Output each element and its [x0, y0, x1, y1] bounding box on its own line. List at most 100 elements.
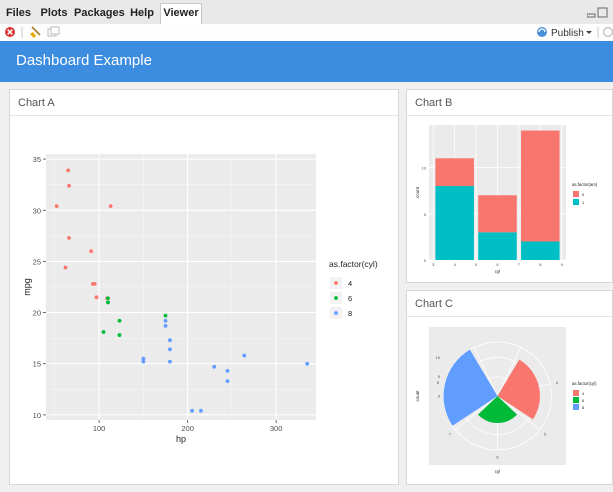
legend-title: as.factor(cyl): [329, 259, 378, 269]
data-point-cyl-4: [94, 295, 99, 300]
angular-gridline: [497, 395, 540, 430]
legend-label-cyl-4: 4: [582, 391, 585, 396]
tab-packages[interactable]: Packages: [74, 7, 125, 19]
chart-a-plot: 10 15 20 25 30 35 100 200 300 hp mpg as.factor(cyl)…: [22, 154, 378, 444]
legend-label-cyl-8: 8: [348, 309, 352, 318]
data-point-cyl-8: [225, 368, 230, 373]
angular-tick-label: 5: [544, 432, 547, 437]
y-axis-label: count: [415, 186, 420, 198]
dashboard-header: Dashboard Example: [0, 41, 613, 82]
data-point-cyl-4: [67, 183, 71, 188]
x-tick-label: 3: [432, 262, 435, 267]
x-tick-label: 5: [475, 262, 478, 267]
data-point-cyl-8: [212, 364, 217, 369]
bar-cyl-4-am-0: [435, 158, 474, 187]
chevron-down-icon[interactable]: [586, 31, 592, 34]
data-point-cyl-6: [117, 318, 122, 323]
bar-cyl-6-am-0: [478, 195, 517, 233]
y-axis-label: count: [415, 390, 420, 402]
tab-files[interactable]: Files: [5, 7, 32, 19]
bar-cyl-4-am-1: [435, 186, 474, 260]
data-point-cyl-8: [141, 356, 146, 361]
data-point-cyl-8: [163, 318, 168, 323]
data-point-cyl-4: [108, 204, 113, 209]
legend-title: as.factor(cyl): [572, 381, 597, 386]
angular-tick-label: 6: [496, 455, 499, 460]
legend-swatch-am-0: [573, 191, 579, 197]
x-tick-label: 4: [454, 262, 457, 267]
open-in-window-icon[interactable]: [47, 26, 60, 37]
bar-cyl-8-am-1: [521, 241, 560, 260]
x-axis-label: cyl: [495, 469, 501, 474]
x-tick-label: 100: [93, 424, 106, 433]
data-point-cyl-8: [190, 408, 194, 413]
y-tick-label: 0: [424, 258, 427, 263]
angular-tick-label: 7: [449, 432, 452, 437]
data-point-cyl-4: [67, 235, 71, 240]
legend-swatch-cyl-6: [334, 296, 338, 300]
pane-tab-bar: Files Plots Packages Help Viewer: [0, 0, 613, 25]
dashboard-title: Dashboard Example: [16, 52, 152, 69]
data-point-cyl-4: [92, 282, 97, 286]
minimize-icon[interactable]: [586, 13, 596, 18]
y-tick-label: 35: [33, 155, 41, 164]
data-point-cyl-4: [89, 249, 94, 254]
data-point-cyl-8: [242, 353, 247, 358]
publish-icon[interactable]: [537, 27, 547, 37]
tab-viewer[interactable]: Viewer: [160, 3, 202, 24]
legend-label-am-1: 1: [582, 200, 585, 205]
angular-tick-label: 8: [437, 380, 440, 385]
x-tick-label: 8: [539, 262, 542, 267]
x-tick-label: 6: [496, 262, 499, 267]
refresh-icon[interactable]: [602, 26, 613, 38]
angular-tick-label: 4: [556, 380, 559, 385]
tab-help[interactable]: Help: [130, 7, 154, 19]
data-point-cyl-8: [199, 408, 203, 413]
legend-swatch-am-1: [573, 199, 579, 205]
angular-gridline: [473, 347, 498, 397]
data-point-cyl-4: [54, 204, 59, 209]
stop-icon[interactable]: [5, 27, 15, 37]
legend-label-am-0: 0: [582, 192, 585, 197]
y-tick-label: 10: [33, 411, 41, 420]
data-point-cyl-4: [66, 168, 71, 173]
data-point-cyl-8: [305, 361, 310, 366]
bar-cyl-6-am-1: [478, 232, 517, 260]
legend-swatch-cyl-4: [573, 390, 579, 396]
chart-a-title: Chart A: [18, 97, 55, 109]
radial-tick-label: 10: [436, 355, 441, 360]
radial-tick-label: 5: [438, 374, 441, 379]
maximize-icon[interactable]: [597, 7, 608, 18]
viewer-toolbar: Publish: [0, 24, 613, 42]
chart-b-plot: 0 5 10 3 4 5 6 7 8 9 cyl count as.factor(am) 0 1: [415, 125, 598, 274]
chart-c-card: Chart C 4 5 6 7 8 0 5 10 cyl count as.factor(cyl) 4…: [406, 290, 613, 485]
angular-gridline: [497, 347, 522, 397]
x-tick-label: 300: [270, 424, 283, 433]
legend-label-cyl-6: 6: [348, 294, 352, 303]
legend-label-cyl-4: 4: [348, 279, 352, 288]
legend-swatch-cyl-8: [573, 404, 579, 410]
legend-swatch-cyl-8: [334, 311, 338, 315]
broom-icon[interactable]: [30, 26, 41, 38]
chart-c-plot: 4 5 6 7 8 0 5 10 cyl count as.factor(cyl) 4 6 8: [415, 327, 597, 474]
polar-bar-cyl-6: [477, 396, 518, 423]
radial-tick-label: 0: [438, 394, 441, 399]
legend-title: as.factor(am): [572, 182, 598, 187]
legend-swatch-cyl-4: [334, 281, 338, 285]
angular-gridline: [455, 395, 498, 430]
x-axis-label: hp: [176, 434, 186, 444]
tab-plots[interactable]: Plots: [40, 7, 68, 19]
data-point-cyl-8: [168, 338, 172, 343]
x-axis-label: cyl: [495, 269, 501, 274]
polar-bar-cyl-8: [443, 349, 498, 426]
y-tick-label: 20: [33, 309, 41, 318]
legend-label-cyl-8: 8: [582, 405, 585, 410]
y-axis-label: mpg: [22, 278, 32, 296]
x-tick-label: 7: [518, 262, 521, 267]
data-point-cyl-8: [225, 379, 230, 384]
chart-c-title: Chart C: [415, 298, 453, 310]
y-tick-label: 10: [422, 166, 427, 171]
data-point-cyl-4: [63, 265, 68, 270]
publish-button[interactable]: Publish: [551, 28, 584, 39]
data-point-cyl-6: [106, 296, 110, 301]
